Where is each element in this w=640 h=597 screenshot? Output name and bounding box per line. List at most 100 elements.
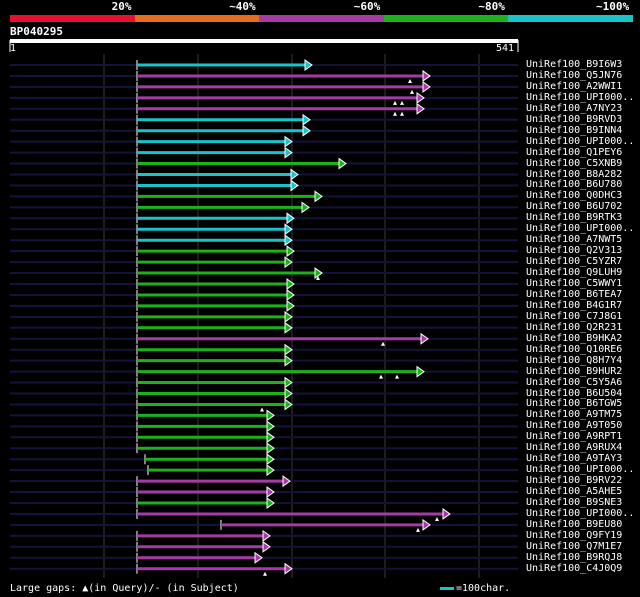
- hit-arrow-icon: [284, 321, 293, 334]
- gap-marker-icon: [316, 276, 320, 281]
- gap-marker-icon: [400, 111, 404, 116]
- hit-label[interactable]: UniRef100_UPI000..: [526, 464, 635, 476]
- hit-label[interactable]: UniRef100_A7NWT5: [526, 234, 623, 246]
- scale-key-swatch: [440, 586, 454, 590]
- hit-label[interactable]: UniRef100_A7NY23: [526, 102, 623, 114]
- hit-label[interactable]: UniRef100_A9TAY3: [526, 453, 623, 465]
- gap-marker-icon: [435, 516, 439, 521]
- query-title: BP040295: [10, 25, 63, 38]
- hit-label[interactable]: UniRef100_C5WWY1: [526, 278, 623, 289]
- hit-arrow-icon: [284, 234, 293, 247]
- hit-arrow-icon: [302, 113, 311, 126]
- gap-marker-icon: [393, 111, 397, 116]
- gap-marker-icon: [408, 78, 412, 83]
- hit-label[interactable]: UniRef100_B6TGW5: [526, 398, 623, 410]
- hit-label[interactable]: UniRef100_UPI000..: [526, 91, 635, 103]
- hit-arrow-icon: [338, 157, 347, 170]
- hit-label[interactable]: UniRef100_C5YZR7: [526, 256, 623, 268]
- hit-arrow-icon: [284, 256, 293, 269]
- hit-label[interactable]: UniRef100_B9HKA2: [526, 332, 623, 344]
- legend-label: 20%: [111, 0, 132, 13]
- hit-label[interactable]: UniRef100_UPI000..: [526, 223, 635, 235]
- hit-label[interactable]: UniRef100_B6TEA7: [526, 288, 623, 300]
- hit-arrow-icon: [284, 398, 293, 411]
- legend-label: ~40%: [229, 0, 256, 13]
- hit-arrow-icon: [416, 365, 425, 378]
- hit-label[interactable]: UniRef100_UPI000..: [526, 507, 635, 519]
- hit-label[interactable]: UniRef100_Q8H7Y4: [526, 354, 623, 366]
- hit-arrow-icon: [284, 223, 293, 236]
- hit-label[interactable]: UniRef100_B6U780: [526, 179, 623, 191]
- gap-marker-icon: [416, 527, 420, 532]
- hit-label[interactable]: UniRef100_Q7M1E7: [526, 540, 623, 552]
- hit-label[interactable]: UniRef100_A9T050: [526, 420, 623, 432]
- hit-label[interactable]: UniRef100_Q0DHC3: [526, 190, 623, 202]
- hit-arrow-icon: [284, 343, 293, 356]
- hit-arrow-icon: [284, 376, 293, 389]
- hit-label[interactable]: UniRef100_B9RV22: [526, 475, 623, 487]
- hit-arrow-icon: [262, 540, 271, 553]
- hit-label[interactable]: UniRef100_C5XNB9: [526, 157, 623, 169]
- hit-arrow-icon: [266, 453, 275, 466]
- hit-label[interactable]: UniRef100_C5Y5A6: [526, 376, 623, 388]
- hit-arrow-icon: [420, 332, 429, 345]
- hit-label[interactable]: UniRef100_Q2R231: [526, 321, 623, 333]
- hit-label[interactable]: UniRef100_Q10RE6: [526, 343, 623, 355]
- hit-arrow-icon: [254, 551, 263, 564]
- gap-marker-icon: [381, 341, 385, 346]
- hit-arrow-icon: [286, 212, 295, 225]
- hit-label[interactable]: UniRef100_A2WWI1: [526, 80, 623, 92]
- gap-marker-icon: [395, 374, 399, 379]
- hit-label[interactable]: UniRef100_Q1PEY6: [526, 146, 623, 158]
- hit-arrow-icon: [266, 420, 275, 433]
- hit-label[interactable]: UniRef100_C4J0Q9: [526, 562, 623, 574]
- scale-start: 1: [10, 43, 17, 54]
- hit-arrow-icon: [314, 267, 323, 280]
- hit-label[interactable]: UniRef100_B9INN4: [526, 124, 623, 136]
- hit-label[interactable]: UniRef100_B9HUR2: [526, 365, 623, 377]
- hit-label[interactable]: UniRef100_B4G1R7: [526, 299, 623, 311]
- hit-label[interactable]: UniRef100_B9RTK3: [526, 212, 623, 224]
- hit-arrow-icon: [266, 409, 275, 422]
- hit-arrow-icon: [284, 135, 293, 148]
- hit-arrow-icon: [416, 102, 425, 115]
- hit-label[interactable]: UniRef100_B9RVD3: [526, 113, 623, 125]
- hit-label[interactable]: UniRef100_A9TM75: [526, 409, 623, 421]
- gap-marker-icon: [410, 89, 414, 94]
- hit-label[interactable]: UniRef100_Q2V313: [526, 245, 623, 257]
- legend-swatch: [134, 15, 260, 22]
- hit-label[interactable]: UniRef100_Q9LUH9: [526, 267, 623, 279]
- legend-swatch: [383, 15, 509, 22]
- hit-label[interactable]: UniRef100_B8A282: [526, 168, 623, 180]
- hit-label[interactable]: UniRef100_A9RUX4: [526, 442, 623, 454]
- hit-label[interactable]: UniRef100_B9EU80: [526, 518, 623, 530]
- hit-label[interactable]: UniRef100_Q5JN76: [526, 69, 623, 81]
- legend-swatch: [10, 15, 135, 22]
- hit-label[interactable]: UniRef100_A9RPT1: [526, 431, 623, 443]
- hit-label[interactable]: UniRef100_C7J8G1: [526, 310, 623, 322]
- hit-arrow-icon: [442, 507, 451, 520]
- hit-arrow-icon: [416, 91, 425, 104]
- hit-arrow-icon: [286, 299, 295, 312]
- hit-arrow-icon: [301, 201, 310, 214]
- hit-label[interactable]: UniRef100_UPI000..: [526, 135, 635, 147]
- gap-marker-icon: [379, 374, 383, 379]
- hit-label[interactable]: UniRef100_B9SNE3: [526, 497, 623, 508]
- hit-label[interactable]: UniRef100_B9I6W3: [526, 59, 623, 70]
- hit-label[interactable]: UniRef100_Q9FY19: [526, 529, 623, 541]
- hit-arrow-icon: [286, 288, 295, 301]
- query-bar: [10, 39, 518, 43]
- hit-arrow-icon: [266, 442, 275, 455]
- gap-marker-icon: [400, 100, 404, 105]
- hit-label[interactable]: UniRef100_B6U504: [526, 387, 623, 399]
- hit-label[interactable]: UniRef100_A5AHE5: [526, 486, 623, 498]
- hit-arrow-icon: [266, 497, 275, 509]
- hit-arrow-icon: [304, 59, 313, 71]
- hit-arrow-icon: [422, 518, 431, 531]
- hit-arrow-icon: [422, 80, 431, 93]
- hit-arrow-icon: [314, 190, 323, 203]
- hit-label[interactable]: UniRef100_B9RQJ8: [526, 551, 623, 563]
- hit-arrow-icon: [290, 168, 299, 181]
- hit-label[interactable]: UniRef100_B6U702: [526, 201, 623, 213]
